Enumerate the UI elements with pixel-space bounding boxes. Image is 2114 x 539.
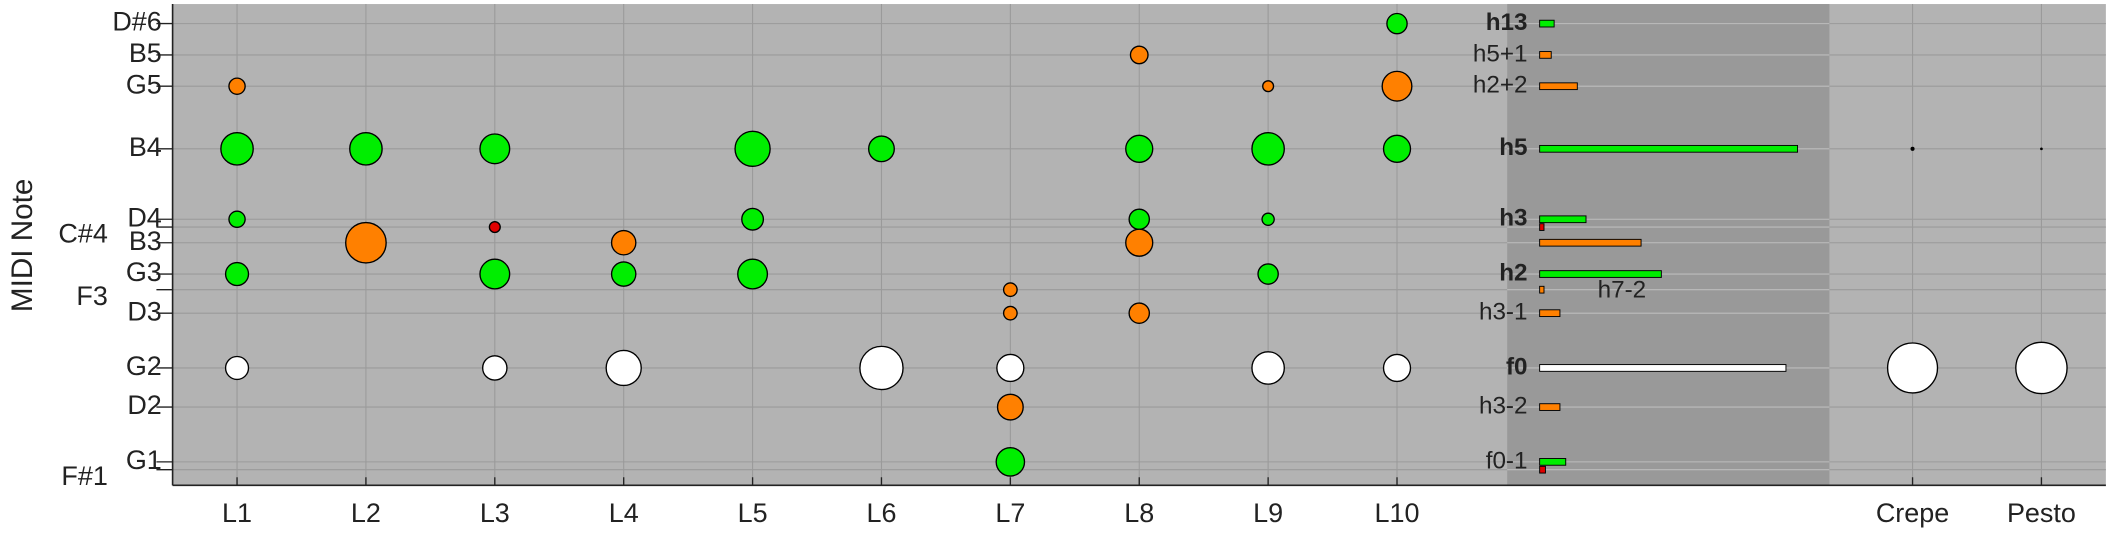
bubble (224, 355, 250, 381)
harmonic-label: h3 (1499, 205, 1527, 232)
bubble (1386, 12, 1408, 35)
harmonic-label: h3-1 (1479, 299, 1528, 326)
bubble (1002, 305, 1018, 321)
harmonic-label: h2 (1499, 259, 1527, 286)
harmonic-label: f0-1 (1486, 447, 1528, 474)
y-tick-label: D#6 (112, 7, 161, 37)
harmonic-label: f0 (1506, 353, 1528, 380)
bubble (479, 133, 511, 165)
bubble (1257, 263, 1279, 285)
harmonic-bar (1539, 403, 1561, 411)
bubble (220, 131, 254, 166)
bubble (228, 77, 246, 95)
bubble (859, 345, 904, 391)
harmonic-bar (1539, 223, 1545, 231)
y-tick-label: B4 (129, 132, 162, 162)
harmonic-label: h2+2 (1473, 72, 1528, 99)
x-tick-label: Crepe (1876, 498, 1949, 528)
harmonic-bar (1539, 285, 1545, 294)
bubble (605, 349, 642, 387)
harmonic-bar (1539, 270, 1662, 278)
bubble (1382, 134, 1412, 163)
y-tick-label: B3 (129, 226, 162, 256)
x-tick-label: Pesto (2007, 498, 2076, 528)
x-tick-label: L10 (1375, 498, 1420, 528)
harmonic-bar (1539, 458, 1567, 466)
bubble (1262, 80, 1275, 93)
bubble (996, 393, 1024, 421)
harmonic-label: h7-2 (1598, 276, 1647, 303)
bubble (996, 353, 1025, 383)
bubble (610, 229, 637, 256)
x-tick-label: L9 (1253, 498, 1283, 528)
y-tick-label: F3 (76, 281, 107, 311)
harmonic-bar (1539, 51, 1552, 59)
harmonic-bar (1539, 364, 1787, 372)
bubble (488, 221, 501, 234)
bubble (1125, 228, 1154, 257)
bubble (479, 258, 511, 290)
bubble (224, 261, 250, 287)
bubble (1002, 282, 1018, 298)
harmonic-bar (1539, 465, 1546, 474)
bubble (482, 355, 508, 381)
bubble (228, 210, 246, 229)
x-tick-label: L2 (351, 498, 381, 528)
y-tick-label: D4 (127, 202, 161, 232)
x-tick-label: L3 (480, 498, 510, 528)
bubble (741, 207, 765, 231)
x-tick-label: L4 (609, 498, 639, 528)
bubble (1261, 212, 1275, 227)
harmonic-bar (1539, 238, 1642, 247)
x-tick-label: L1 (222, 498, 252, 528)
x-tick-label: L5 (738, 498, 768, 528)
y-tick-label: G2 (126, 351, 162, 381)
bubble (1125, 134, 1154, 163)
x-tick-label: L6 (866, 498, 896, 528)
y-tick-label: G1 (126, 445, 162, 475)
bubble (1910, 146, 1915, 151)
bubble (345, 221, 387, 264)
bubble (2040, 147, 2043, 151)
harmonic-bar (1539, 215, 1587, 224)
y-tick-label: D3 (127, 296, 161, 326)
harmonic-label: h5+1 (1473, 40, 1528, 67)
y-tick-label: G5 (126, 69, 162, 99)
y-tick-label: F#1 (61, 461, 107, 491)
bubble (2015, 341, 2068, 395)
y-tick-label: G3 (126, 257, 162, 287)
bubble (737, 258, 769, 290)
bubble (1381, 70, 1413, 102)
x-tick-label: L7 (995, 498, 1025, 528)
harmonic-label: h13 (1486, 9, 1528, 36)
harmonic-bar (1539, 82, 1578, 91)
bubble (734, 130, 771, 168)
x-tick-label: L8 (1124, 498, 1154, 528)
harmonic-label: h5 (1499, 134, 1527, 161)
harmonic-bar (1539, 144, 1799, 153)
y-axis-label: MIDI Note (6, 179, 39, 312)
harmonic-label: h3-2 (1479, 392, 1528, 419)
y-tick-label: B5 (129, 38, 162, 68)
bubble (1128, 302, 1151, 324)
y-tick-label: C#4 (58, 218, 107, 248)
bubble (1251, 131, 1285, 166)
bubble (1128, 208, 1151, 231)
bubble (610, 261, 637, 287)
bubble (995, 447, 1026, 477)
harmonic-bar (1539, 309, 1561, 318)
bubble (1382, 353, 1412, 383)
bubble (349, 131, 383, 166)
bubble (1251, 351, 1285, 385)
bubble (867, 135, 895, 163)
bubble (1886, 342, 1939, 394)
harmonic-bar (1539, 19, 1555, 28)
bubble (1129, 45, 1149, 65)
y-tick-label: D2 (127, 390, 161, 420)
